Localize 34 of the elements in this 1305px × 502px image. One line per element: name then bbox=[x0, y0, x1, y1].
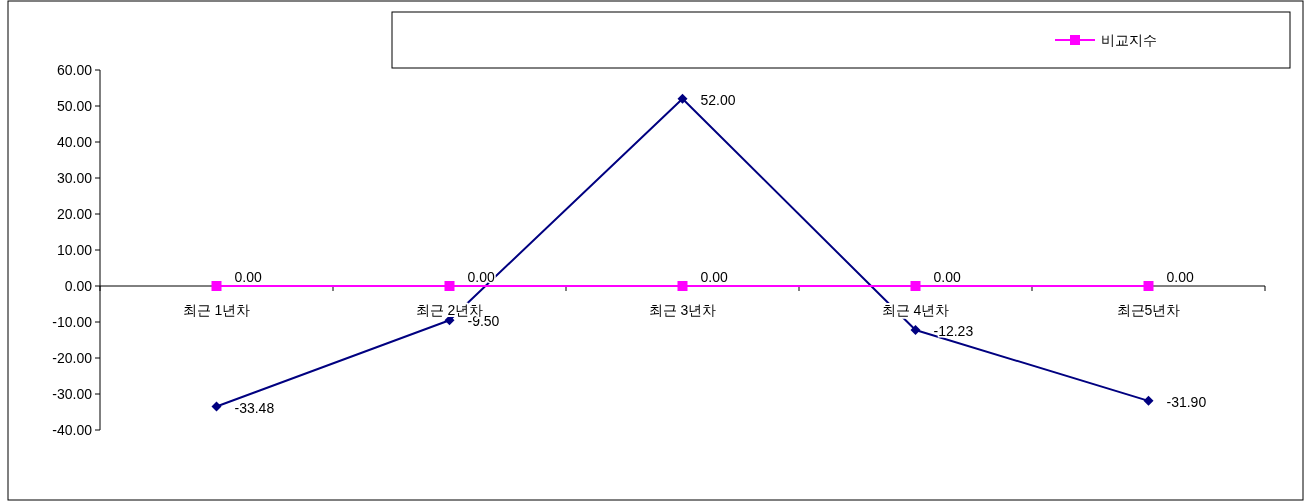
y-tick-label: 40.00 bbox=[56, 134, 93, 150]
y-tick-label: -30.00 bbox=[52, 386, 93, 402]
y-tick-label: -40.00 bbox=[52, 422, 93, 438]
y-tick-label: 10.00 bbox=[56, 242, 93, 258]
x-tick-label: 최근5년차 bbox=[1116, 302, 1181, 318]
data-label: 0.00 bbox=[1166, 269, 1194, 285]
point bbox=[677, 93, 688, 104]
y-tick-label: 60.00 bbox=[56, 62, 93, 78]
point bbox=[910, 281, 921, 291]
point bbox=[211, 281, 222, 291]
y-tick-label: 30.00 bbox=[56, 170, 93, 186]
y-tick-label: 50.00 bbox=[56, 98, 93, 114]
y-tick-label: -20.00 bbox=[52, 350, 93, 366]
point bbox=[444, 281, 455, 291]
point bbox=[910, 325, 921, 336]
y-tick-label: 20.00 bbox=[56, 206, 93, 222]
point bbox=[211, 401, 222, 412]
data-label: -31.90 bbox=[1166, 393, 1207, 410]
data-label: 0.00 bbox=[467, 269, 495, 285]
data-label: 0.00 bbox=[700, 269, 728, 285]
point bbox=[1143, 395, 1154, 406]
data-label: -33.48 bbox=[234, 399, 275, 416]
data-label: 0.00 bbox=[933, 269, 961, 285]
y-tick-label: -10.00 bbox=[52, 314, 93, 330]
data-label: 0.00 bbox=[234, 269, 262, 285]
legend: 비교지수 bbox=[391, 11, 1291, 69]
y-tick-label: 0.00 bbox=[64, 278, 93, 294]
data-label: 52.00 bbox=[700, 91, 736, 108]
data-label: -12.23 bbox=[933, 323, 974, 340]
point bbox=[1143, 281, 1154, 291]
point bbox=[677, 281, 688, 291]
legend-label: 비교지수 bbox=[1101, 32, 1157, 48]
x-tick-label: 최근 1년차 bbox=[182, 302, 251, 318]
x-tick-label: 최근 3년차 bbox=[648, 302, 717, 318]
